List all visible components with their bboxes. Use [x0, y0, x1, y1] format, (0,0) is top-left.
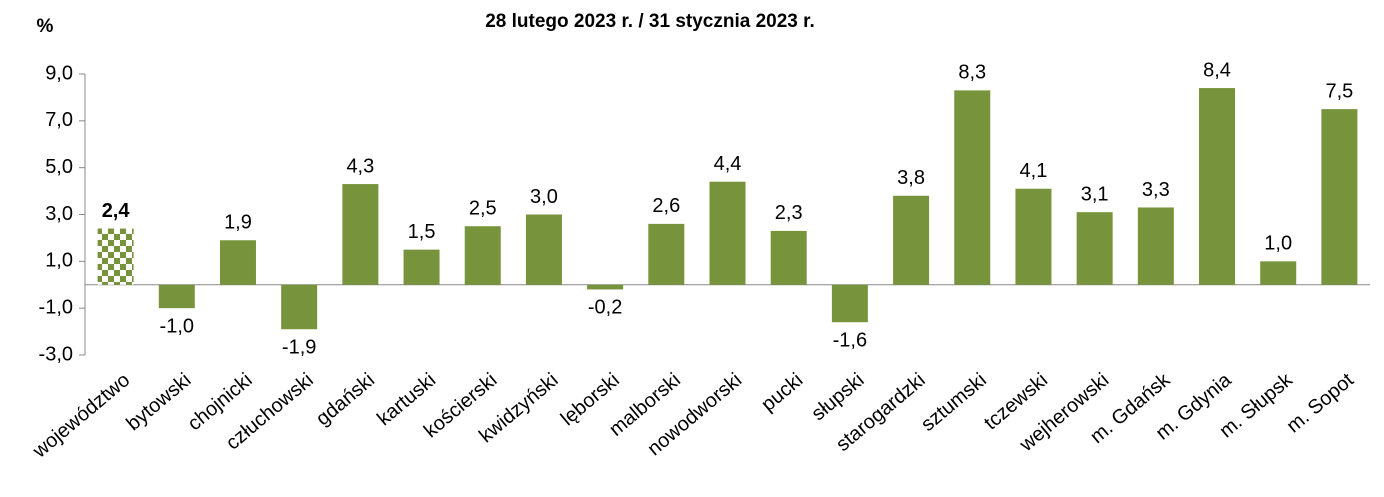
y-tick-label: 5,0 — [45, 156, 73, 178]
bar — [770, 230, 807, 285]
y-tick-label: 7,0 — [45, 109, 73, 131]
bar — [281, 284, 318, 330]
value-label: -1,9 — [282, 337, 316, 359]
bar — [342, 184, 379, 285]
y-tick-label: 9,0 — [45, 62, 73, 84]
x-tick-label: pucki — [757, 369, 807, 416]
value-label: 1,0 — [1264, 233, 1292, 255]
bar — [158, 284, 195, 309]
value-label: 3,0 — [530, 186, 558, 208]
bar — [831, 284, 868, 323]
y-tick-label: -1,0 — [39, 296, 73, 318]
bar — [954, 90, 991, 285]
x-tick-label: województwo — [28, 369, 134, 463]
value-label: 2,3 — [775, 202, 803, 224]
value-label: 2,4 — [102, 200, 131, 222]
bar — [1321, 109, 1358, 285]
y-tick-label: 3,0 — [45, 203, 73, 225]
bar — [1260, 261, 1297, 285]
y-tick-label: -3,0 — [39, 343, 73, 365]
value-label: 3,3 — [1142, 179, 1170, 201]
value-label: 2,5 — [469, 197, 497, 219]
value-label: 7,5 — [1325, 80, 1353, 102]
value-label: -1,6 — [833, 329, 867, 351]
value-label: 4,3 — [346, 155, 374, 177]
value-label: -1,0 — [160, 315, 194, 337]
chart-title: 28 lutego 2023 r. / 31 stycznia 2023 r. — [485, 11, 815, 32]
bar — [1137, 207, 1174, 285]
x-tick-label: m. Sopot — [1283, 369, 1359, 438]
bar — [464, 226, 501, 285]
value-label: 3,1 — [1081, 183, 1109, 205]
x-tick-label: bytowski — [122, 369, 195, 435]
value-label: 1,9 — [224, 212, 252, 234]
value-label: 3,8 — [897, 167, 925, 189]
value-label: 8,4 — [1203, 59, 1231, 81]
value-label: 4,1 — [1020, 160, 1048, 182]
bar — [97, 228, 134, 285]
bar — [1076, 212, 1113, 285]
value-label: 1,5 — [408, 221, 436, 243]
bar — [525, 214, 562, 285]
bar — [648, 223, 685, 285]
bar — [587, 284, 624, 290]
bar — [1199, 88, 1236, 285]
y-tick-label: 1,0 — [45, 250, 73, 272]
value-label: 2,6 — [652, 195, 680, 217]
bar — [403, 249, 440, 285]
x-tick-label: sztumski — [917, 369, 991, 436]
bar — [219, 240, 256, 285]
value-label: 8,3 — [958, 62, 986, 84]
bar — [709, 181, 746, 285]
value-label: 4,4 — [714, 153, 742, 175]
bar — [1015, 188, 1052, 285]
x-tick-label: gdański — [312, 369, 379, 430]
y-axis-label: % — [37, 16, 54, 37]
value-label: -0,2 — [588, 297, 622, 319]
bar — [893, 195, 930, 285]
